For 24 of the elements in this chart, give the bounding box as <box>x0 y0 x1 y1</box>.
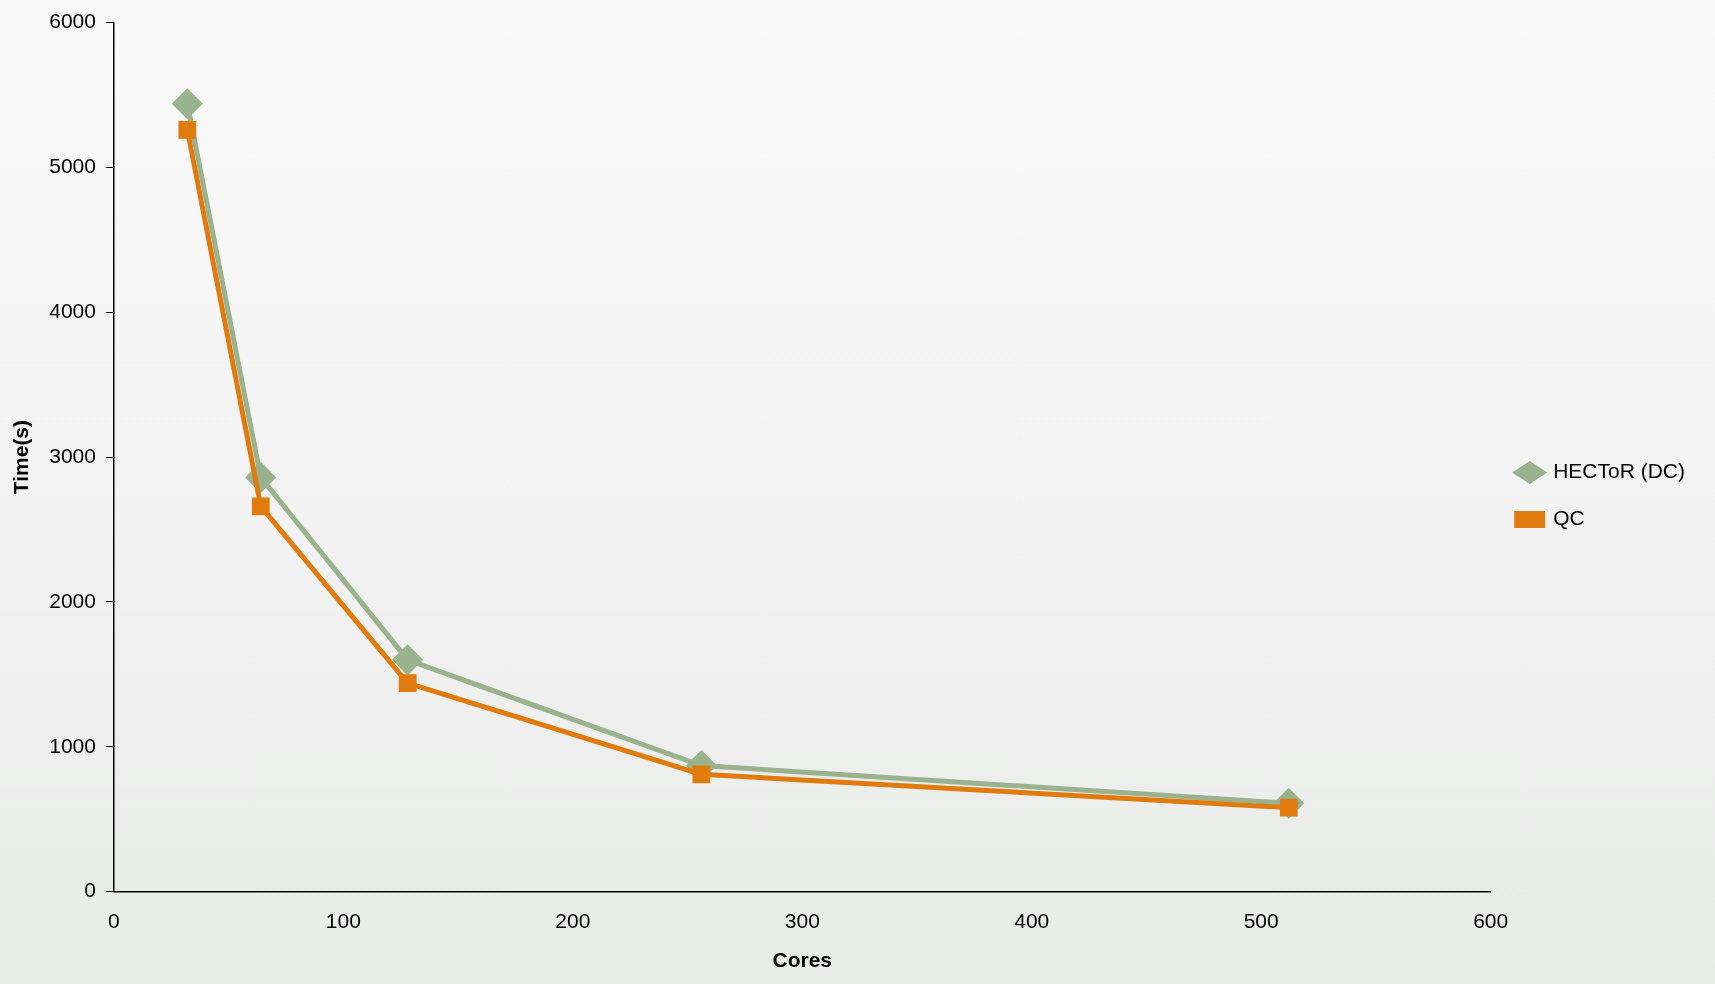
y-tick-label: 1000 <box>49 733 96 757</box>
legend-label: QC <box>1553 506 1585 530</box>
point <box>692 765 711 784</box>
point <box>178 120 197 139</box>
y-axis-title: Time(s) <box>9 419 33 495</box>
y-tick-label: 6000 <box>49 9 96 33</box>
y-tick-label: 5000 <box>49 154 96 178</box>
x-tick-label: 0 <box>108 909 120 932</box>
y-tick-label: 2000 <box>49 588 96 612</box>
point <box>172 89 202 119</box>
x-axis-title: Cores <box>772 948 833 972</box>
x-tick-label: 100 <box>325 909 361 932</box>
y-tick-label: 3000 <box>49 443 96 467</box>
point <box>398 674 417 692</box>
point <box>393 645 423 675</box>
x-tick-label: 300 <box>784 909 820 932</box>
x-tick-label: 600 <box>1473 909 1509 932</box>
legend-label: HECToR (DC) <box>1553 459 1686 483</box>
y-tick-label: 0 <box>84 878 96 902</box>
x-tick-label: 400 <box>1014 909 1050 932</box>
point <box>251 497 270 516</box>
x-tick-label: 200 <box>555 909 591 932</box>
y-tick-label: 4000 <box>49 299 96 323</box>
x-tick-label: 500 <box>1243 909 1279 932</box>
